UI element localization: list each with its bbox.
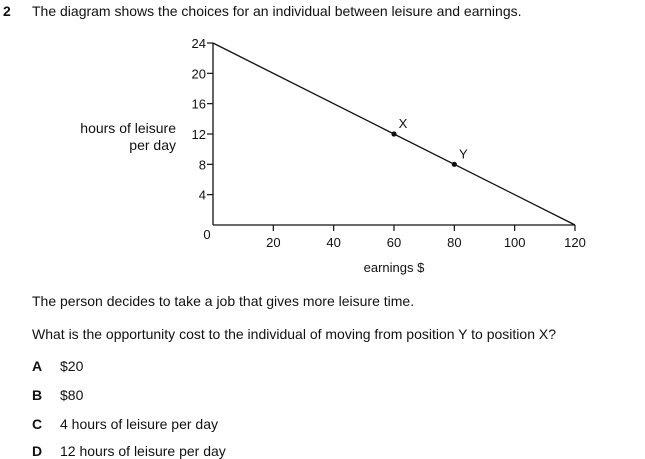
leisure-earnings-chart: 4 8 12 16 20 24 20 40 60 80 100 120 0 hours of lei…	[80, 36, 586, 275]
option-text: $80	[60, 387, 84, 403]
y-tick-label: 4	[199, 188, 206, 203]
x-tick-label: 100	[504, 235, 526, 250]
y-ticks: 4 8 12 16 20 24	[192, 36, 213, 203]
x-tick-label: 80	[447, 235, 461, 250]
y-tick-label: 24	[192, 36, 206, 51]
question-prompt: What is the opportunity cost to the indi…	[32, 326, 556, 342]
y-axis-label-line1: hours of leisure	[80, 120, 176, 136]
option-text: 12 hours of leisure per day	[60, 443, 226, 459]
option-a[interactable]: A $20	[32, 358, 83, 374]
option-text: $20	[60, 358, 84, 374]
chart-points: XY	[391, 116, 468, 167]
question-number: 2	[3, 3, 11, 19]
option-c[interactable]: C 4 hours of leisure per day	[32, 416, 218, 432]
question-stem: The diagram shows the choices for an ind…	[32, 3, 522, 19]
y-axis-label-line2: per day	[129, 137, 176, 153]
x-ticks: 20 40 60 80 100 120	[266, 225, 586, 250]
point-x-label: X	[399, 116, 408, 131]
y-tick-label: 16	[192, 97, 206, 112]
option-text: 4 hours of leisure per day	[60, 416, 218, 432]
y-tick-label: 8	[199, 157, 206, 172]
option-letter: D	[32, 443, 43, 459]
y-tick-label: 20	[192, 66, 206, 81]
question-context: The person decides to take a job that gi…	[32, 293, 415, 309]
x-tick-label: 20	[266, 235, 280, 250]
origin-label: 0	[203, 227, 210, 242]
point-y-label: Y	[459, 146, 468, 161]
option-letter: C	[32, 416, 43, 432]
point-y	[451, 161, 457, 167]
option-letter: B	[32, 387, 43, 403]
option-d[interactable]: D 12 hours of leisure per day	[32, 443, 226, 459]
option-letter: A	[32, 358, 43, 374]
x-tick-label: 40	[326, 235, 340, 250]
option-b[interactable]: B $80	[32, 387, 83, 403]
x-tick-label: 60	[387, 235, 401, 250]
y-tick-label: 12	[192, 127, 206, 142]
point-x	[391, 131, 397, 137]
x-axis-label: earnings $	[364, 260, 425, 275]
x-tick-label: 120	[564, 235, 586, 250]
